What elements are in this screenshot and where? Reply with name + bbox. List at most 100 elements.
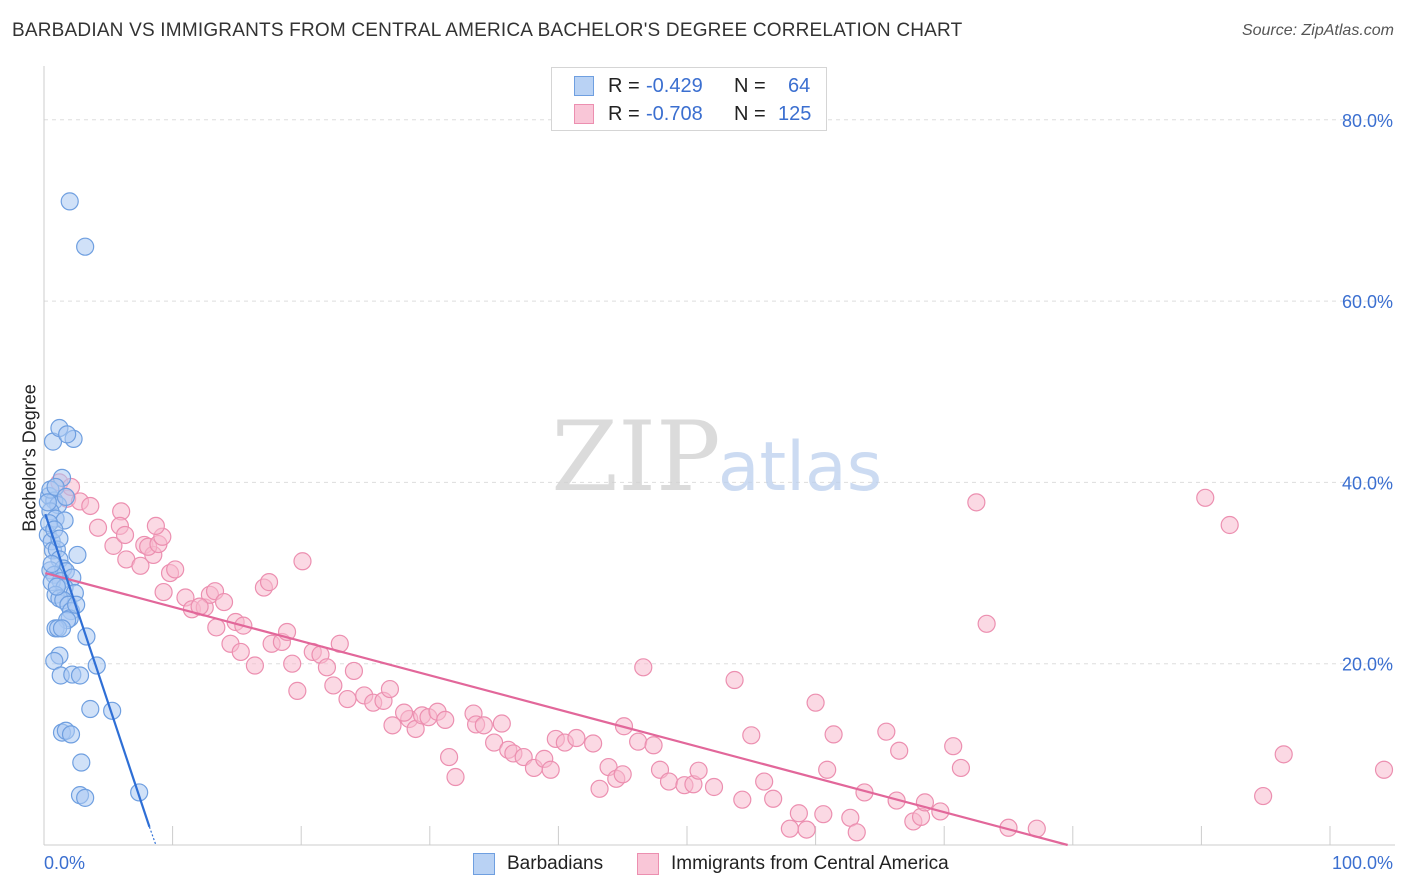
point-central-america <box>214 592 234 612</box>
point-barbadians <box>47 577 66 596</box>
point-central-america <box>659 772 679 791</box>
point-barbadians <box>56 487 75 507</box>
point-central-america <box>567 728 586 748</box>
chart-title: BARBADIAN VS IMMIGRANTS FROM CENTRAL AME… <box>12 20 963 41</box>
legend-n-label: N = <box>734 102 766 125</box>
point-central-america <box>764 789 783 808</box>
point-central-america <box>1274 745 1293 764</box>
legend-swatch-blue <box>574 76 594 96</box>
point-barbadians <box>72 753 91 772</box>
point-barbadians <box>68 545 87 565</box>
point-barbadians <box>130 783 149 802</box>
point-central-america <box>317 658 337 677</box>
point-central-america <box>380 679 400 699</box>
x-tick-label-min: 0.0% <box>44 853 85 873</box>
point-barbadians <box>70 666 90 685</box>
legend-row-central-america: R = -0.708 N = 125 <box>574 102 811 126</box>
point-central-america <box>789 804 808 823</box>
legend-row-barbadians: R = -0.429 N = 64 <box>574 74 810 98</box>
bottom-legend-swatch-pink <box>637 853 659 875</box>
point-central-america <box>977 614 996 633</box>
point-central-america <box>689 761 708 780</box>
point-central-america <box>394 703 414 722</box>
bottom-legend-barbadians: Barbadians <box>473 852 603 876</box>
point-central-america <box>344 661 364 681</box>
point-central-america <box>818 760 837 779</box>
point-central-america <box>733 790 752 809</box>
point-central-america <box>613 765 632 784</box>
chart-source: Source: ZipAtlas.com <box>1241 22 1394 39</box>
point-central-america <box>131 556 150 575</box>
point-barbadians <box>76 788 95 807</box>
point-central-america <box>629 732 648 751</box>
legend-n-value-barbadians: 64 <box>788 74 811 97</box>
point-central-america <box>725 670 744 690</box>
trend-line-barbadians-extension <box>148 826 157 846</box>
point-barbadians <box>38 493 57 512</box>
bottom-legend-central-america: Immigrants from Central America <box>637 852 949 876</box>
grid-lines <box>44 119 1395 665</box>
point-central-america <box>146 516 165 536</box>
point-central-america <box>259 573 279 592</box>
point-central-america <box>154 582 173 602</box>
trend-line-barbadians <box>44 513 151 828</box>
watermark-zip: ZIP <box>551 401 720 513</box>
legend-r-label: R = <box>608 74 640 97</box>
point-central-america <box>704 777 724 797</box>
series-central-america-points <box>50 473 1394 842</box>
point-central-america <box>288 681 307 700</box>
point-central-america <box>755 772 774 791</box>
point-central-america <box>824 725 843 744</box>
bottom-legend-label-barbadians: Barbadians <box>507 853 604 874</box>
point-central-america <box>1220 515 1239 535</box>
y-tick-label: 40.0% <box>1342 473 1393 493</box>
bottom-legend-label-central-america: Immigrants from Central America <box>671 853 949 874</box>
point-barbadians <box>81 699 100 719</box>
y-tick-label: 80.0% <box>1342 111 1393 131</box>
point-central-america <box>293 552 312 571</box>
point-central-america <box>644 736 663 755</box>
point-central-america <box>474 716 493 735</box>
point-central-america <box>439 747 459 767</box>
legend-r-value-barbadians: -0.429 <box>646 74 703 97</box>
y-tick-label: 20.0% <box>1342 655 1393 675</box>
point-barbadians <box>58 425 77 444</box>
point-central-america <box>1374 760 1394 779</box>
point-central-america <box>231 642 250 662</box>
point-central-america <box>847 823 866 842</box>
point-barbadians <box>42 554 61 574</box>
point-central-america <box>338 689 357 709</box>
legend-n-label: N = <box>734 74 766 97</box>
point-barbadians <box>76 237 95 256</box>
point-central-america <box>485 733 504 752</box>
point-central-america <box>436 710 455 730</box>
point-barbadians <box>103 701 122 720</box>
point-central-america <box>806 693 825 712</box>
point-central-america <box>446 767 465 787</box>
series-barbadians-points <box>38 192 149 807</box>
point-central-america <box>951 758 971 778</box>
point-central-america <box>877 722 896 741</box>
correlation-legend: R = -0.429 N = 64 R = -0.708 N = 125 <box>551 67 827 131</box>
point-central-america <box>166 560 185 579</box>
point-central-america <box>245 656 265 675</box>
point-central-america <box>967 493 986 512</box>
point-barbadians <box>52 619 72 638</box>
watermark-atlas: atlas <box>718 428 882 507</box>
point-central-america <box>383 716 402 735</box>
point-central-america <box>634 658 653 677</box>
point-central-america <box>1196 488 1215 507</box>
point-central-america <box>814 805 833 824</box>
point-central-america <box>283 654 302 673</box>
point-central-america <box>742 726 761 745</box>
bottom-legend-swatch-blue <box>473 853 495 875</box>
point-central-america <box>81 496 100 516</box>
point-central-america <box>1254 786 1273 806</box>
legend-r-label: R = <box>608 102 640 125</box>
point-central-america <box>492 714 511 733</box>
trend-lines <box>44 513 1068 847</box>
point-central-america <box>104 536 123 555</box>
y-tick-label: 60.0% <box>1342 292 1393 312</box>
legend-swatch-pink <box>574 104 594 124</box>
